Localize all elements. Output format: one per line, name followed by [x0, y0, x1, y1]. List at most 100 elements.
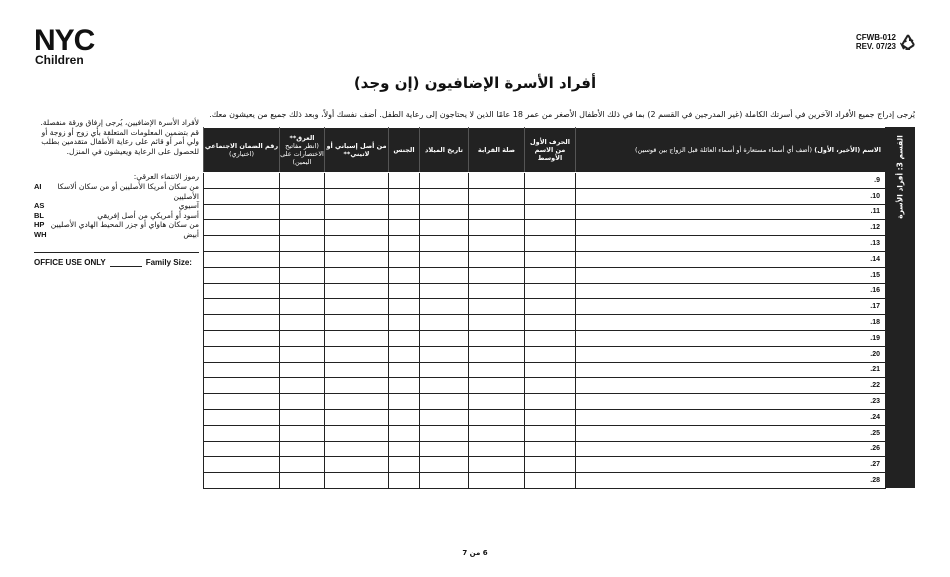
row-number: 13. — [575, 235, 886, 252]
side-note: لأفراد الأسرة الإضافيين، يُرجى إرفاق ورق… — [40, 118, 199, 156]
logo-subtitle: Children — [35, 53, 84, 67]
input-cell — [203, 187, 280, 205]
code-label: من سكان أمريكا الأصليين أو من سكان ألاسك… — [57, 182, 199, 201]
input-cell — [279, 408, 325, 426]
input-cell — [388, 203, 420, 221]
row-number: 20. — [575, 345, 886, 363]
input-cell — [324, 408, 389, 426]
input-cell — [203, 172, 280, 189]
input-cell — [388, 361, 420, 379]
input-cell — [419, 282, 469, 300]
input-cell — [203, 456, 280, 474]
input-cell — [468, 282, 525, 300]
input-cell — [524, 203, 576, 221]
table-row: 16. — [203, 282, 886, 300]
table-row: 11. — [203, 203, 886, 221]
row-number: 19. — [575, 329, 886, 347]
input-cell — [388, 456, 420, 474]
input-cell — [388, 172, 420, 189]
page-number: 6 من 7 — [462, 549, 488, 557]
column-title: تاريخ الميلاد — [425, 146, 463, 154]
input-cell — [203, 472, 280, 489]
input-cell — [324, 456, 389, 474]
input-cell — [279, 282, 325, 300]
input-cell — [419, 298, 469, 316]
input-cell — [324, 266, 389, 284]
input-cell — [524, 424, 576, 442]
input-cell — [419, 314, 469, 331]
input-cell — [324, 424, 389, 442]
input-cell — [203, 440, 280, 458]
input-cell — [279, 456, 325, 474]
input-cell — [524, 440, 576, 458]
input-cell — [324, 187, 389, 205]
row-number: 21. — [575, 361, 886, 379]
input-cell — [203, 361, 280, 379]
row-number: 10. — [575, 187, 886, 205]
table-row: 14. — [203, 250, 886, 268]
input-cell — [324, 298, 389, 316]
input-cell — [388, 393, 420, 410]
input-cell — [279, 377, 325, 395]
input-cell — [388, 235, 420, 252]
input-cell — [388, 187, 420, 205]
input-cell — [468, 250, 525, 268]
input-cell — [468, 345, 525, 363]
input-cell — [468, 408, 525, 426]
input-cell — [324, 377, 389, 395]
row-number: 25. — [575, 424, 886, 442]
input-cell — [279, 345, 325, 363]
input-cell — [203, 345, 280, 363]
input-cell — [203, 408, 280, 426]
input-cell — [524, 172, 576, 189]
input-cell — [388, 408, 420, 426]
row-number: 14. — [575, 250, 886, 268]
table-row: 28. — [203, 472, 886, 489]
input-cell — [468, 440, 525, 458]
input-cell — [279, 235, 325, 252]
row-number: 23. — [575, 393, 886, 410]
input-cell — [524, 298, 576, 316]
code-row: من سكان أمريكا الأصليين أو من سكان ألاسك… — [34, 182, 199, 201]
input-cell — [279, 472, 325, 489]
input-cell — [279, 393, 325, 410]
input-cell — [419, 235, 469, 252]
input-cell — [524, 345, 576, 363]
table-row: 15. — [203, 266, 886, 284]
column-header: تاريخ الميلاد — [419, 127, 469, 173]
input-cell — [203, 393, 280, 410]
code-label: أسود أو أمريكي من أصل إفريقي — [97, 210, 199, 220]
input-cell — [524, 235, 576, 252]
revision: REV. 07/23 — [855, 42, 896, 51]
column-header: الاسم (الأخير، الأول) (أضف أي أسماء مستع… — [575, 127, 886, 173]
instructions: يُرجى إدراج جميع الأفراد الآخرين في أسرت… — [209, 110, 915, 119]
column-title: صلة القرابة — [477, 146, 516, 154]
table-row: 21. — [203, 361, 886, 379]
input-cell — [324, 250, 389, 268]
column-header: صلة القرابة — [468, 127, 525, 173]
form-code: CFWB-012 — [855, 33, 896, 42]
input-cell — [419, 440, 469, 458]
row-number: 22. — [575, 377, 886, 395]
input-cell — [203, 298, 280, 316]
input-cell — [324, 314, 389, 331]
input-cell — [419, 361, 469, 379]
input-cell — [468, 424, 525, 442]
column-note: (أضف أي أسماء مستعارة أو أسماء العائلة ق… — [635, 146, 813, 154]
code-row: من سكان هاواي أو جزر المحيط الهادي الأصل… — [34, 220, 199, 230]
input-cell — [388, 219, 420, 237]
table-row: 23. — [203, 393, 886, 410]
input-cell — [324, 440, 389, 458]
codes-list: من سكان أمريكا الأصليين أو من سكان ألاسك… — [34, 182, 199, 239]
row-number: 18. — [575, 314, 886, 331]
row-number: 17. — [575, 298, 886, 316]
row-number: 26. — [575, 440, 886, 458]
column-title: من أصل إسباني أو لاتيني** — [326, 142, 387, 158]
input-cell — [419, 329, 469, 347]
input-cell — [324, 172, 389, 189]
table-row: 18. — [203, 314, 886, 331]
input-cell — [468, 361, 525, 379]
input-cell — [524, 408, 576, 426]
input-cell — [419, 408, 469, 426]
code-label: أبيض — [183, 229, 199, 239]
